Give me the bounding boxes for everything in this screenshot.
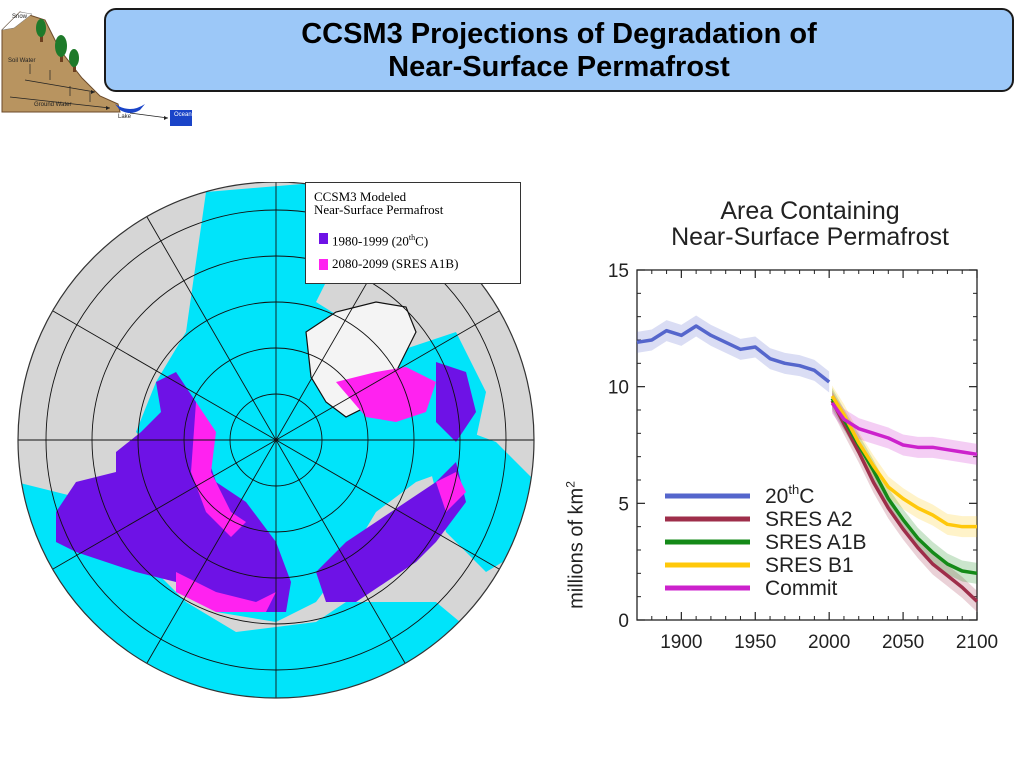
x-tick-label: 2000 xyxy=(808,632,850,653)
legend-label-0: 20thC xyxy=(765,482,814,508)
map-legend-heading-line-1: CCSM3 Modeled xyxy=(314,189,407,204)
swatch-a1b xyxy=(319,259,328,270)
permafrost-siberia-a1b xyxy=(176,572,276,612)
permafrost-archipelago-a1b xyxy=(336,367,436,422)
logo-label-lake: Lake xyxy=(118,114,132,120)
logo-label-ground-water: Ground Water xyxy=(34,102,72,108)
series-line-1 xyxy=(830,399,979,603)
map-legend-entry-20c: 1980-1999 (20thC) xyxy=(319,231,429,249)
permafrost-eurasia-a1b xyxy=(191,402,246,537)
x-tick-label: 2050 xyxy=(882,632,924,653)
page-title-line-2: Near-Surface Permafrost xyxy=(388,51,730,83)
y-tick-label: 15 xyxy=(608,261,629,282)
title-banner: CCSM3 Projections of Degradation of Near… xyxy=(104,8,1014,92)
y-tick-label: 5 xyxy=(618,494,629,515)
map-legend-heading: CCSM3 Modeled Near-Surface Permafrost xyxy=(314,190,443,216)
map-legend-entry-20c-sup: th xyxy=(408,233,416,242)
x-tick-label: 1900 xyxy=(660,632,702,653)
map-legend: CCSM3 Modeled Near-Surface Permafrost 19… xyxy=(305,182,521,284)
bering-sea xyxy=(346,602,534,698)
page-title-line-1: CCSM3 Projections of Degradation of xyxy=(301,18,817,50)
legend-label-4: Commit xyxy=(765,577,837,600)
uncertainty-band-4 xyxy=(832,392,977,465)
map-legend-entry-a1b-label: 2080-2099 (SRES A1B) xyxy=(332,256,459,271)
permafrost-north-america-20c xyxy=(316,462,466,602)
series-line-4 xyxy=(830,401,978,457)
hydrology-illustration xyxy=(1,11,192,126)
legend-label-sup-0: th xyxy=(788,482,799,497)
series-line-0 xyxy=(636,324,831,384)
map-legend-entry-20c-suffix: C) xyxy=(415,233,429,249)
uncertainty-band-3 xyxy=(832,385,977,538)
legend-label-2: SRES A1B xyxy=(765,531,867,554)
x-tick-label: 1950 xyxy=(734,632,776,653)
logo-label-soil-water: Soil Water xyxy=(8,58,36,64)
map-legend-entry-a1b: 2080-2099 (SRES A1B) xyxy=(319,256,459,271)
swatch-20c xyxy=(319,233,328,244)
chart-title-line-2: Near-Surface Permafrost xyxy=(671,223,949,251)
permafrost-eurasia-20c xyxy=(56,372,291,612)
map-legend-heading-line-2: Near-Surface Permafrost xyxy=(314,202,444,217)
polar-projection xyxy=(17,181,535,699)
logo-label-snow: Snow xyxy=(12,14,28,20)
hydrology-logo: Snow Soil Water Ground Water Lake Ocean xyxy=(0,0,195,130)
x-tick-label: 2100 xyxy=(956,632,998,653)
permafrost-map xyxy=(16,181,536,702)
y-tick-label: 10 xyxy=(608,378,629,399)
legend-label-suffix-0: C xyxy=(799,485,814,508)
legend-label-1: SRES A2 xyxy=(765,508,853,531)
series-line-3 xyxy=(830,395,977,529)
uncertainty-band-2 xyxy=(832,387,977,584)
y-tick-label: 0 xyxy=(618,611,629,632)
graticule xyxy=(18,182,534,698)
chart-title-line-1: Area Containing xyxy=(720,197,900,225)
permafrost-area-chart: Area Containing Near-Surface Permafrost … xyxy=(560,190,1010,670)
logo-label-ocean: Ocean xyxy=(174,112,192,118)
map-legend-entry-20c-label: 1980-1999 (20 xyxy=(332,233,409,249)
permafrost-canada-a1b xyxy=(436,472,466,512)
legend-label-3: SRES B1 xyxy=(765,554,854,577)
